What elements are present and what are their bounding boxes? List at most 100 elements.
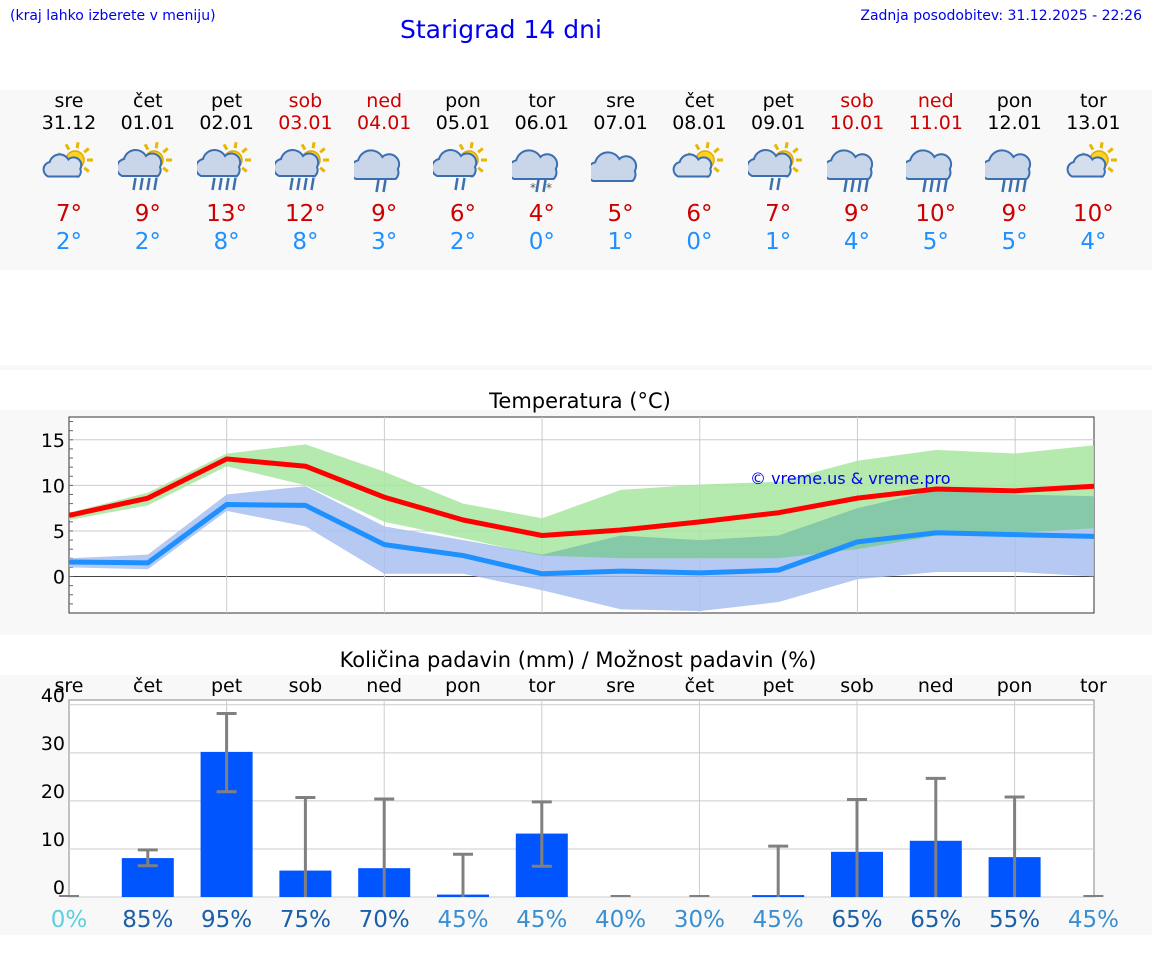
precipitation-probability: 45%	[516, 907, 567, 933]
precipitation-probability: 30%	[674, 907, 725, 933]
precipitation-chart-title: Količina padavin (mm) / Možnost padavin …	[340, 648, 817, 672]
precipitation-probability: 45%	[437, 907, 488, 933]
sun-cloud-icon	[42, 142, 93, 178]
day-name: sob	[840, 90, 874, 112]
category-label: pet	[211, 675, 242, 697]
min-temperature: 8°	[292, 229, 319, 255]
max-temperature: 6°	[449, 201, 477, 227]
chart-mark	[231, 177, 237, 191]
chart-mark	[382, 179, 387, 193]
max-temperature: 6°	[686, 201, 713, 227]
day-date: 07.01	[593, 112, 648, 134]
cloud-rain-icon	[905, 149, 952, 193]
chart-mark	[748, 149, 793, 177]
category-label: pon	[445, 675, 481, 697]
precipitation-probability: 95%	[201, 907, 252, 933]
day-date: 02.01	[199, 112, 254, 134]
chart-mark	[922, 179, 927, 193]
chart-mark	[162, 147, 169, 154]
day-name: pon	[996, 90, 1033, 112]
chart-mark	[240, 166, 248, 173]
precipitation-probability: 70%	[359, 907, 410, 933]
copyright-watermark: © vreme.us & vreme.pro	[750, 469, 951, 488]
min-temperature: 5°	[922, 229, 949, 255]
day-name: sre	[606, 90, 636, 112]
forecast-day: sre 31.12 7° 2°	[30, 90, 109, 256]
page-title: Starigrad 14 dni	[400, 15, 602, 44]
max-temperature: 5°	[607, 201, 634, 227]
day-name: pet	[762, 90, 794, 112]
sun-cloud-rain-icon	[275, 142, 330, 191]
chart-mark	[83, 147, 90, 154]
chart-mark	[477, 166, 484, 173]
chart-mark	[162, 166, 169, 173]
chart-mark	[850, 179, 855, 193]
chart-mark	[936, 179, 941, 193]
forecast-day: tor 13.01 10° 4°	[1054, 90, 1133, 256]
chart-mark	[319, 147, 327, 154]
day-name: sre	[54, 90, 84, 112]
day-date: 10.01	[829, 112, 885, 134]
chart-mark	[1107, 166, 1115, 173]
sun-cloud-rain-icon	[117, 142, 172, 191]
category-label: ned	[918, 675, 954, 697]
category-label: tor	[528, 675, 555, 697]
chart-mark	[83, 166, 90, 173]
cloud-rain-icon	[827, 149, 874, 193]
category-label: pon	[997, 675, 1033, 697]
y-tick-label: 0	[53, 567, 65, 589]
sun-cloud-icon	[672, 142, 724, 178]
chart-mark	[454, 177, 459, 191]
chart-mark	[146, 177, 151, 191]
chart-mark	[864, 179, 869, 193]
chart-mark	[843, 179, 848, 193]
forecast-day: ned 11.01 10° 5°	[896, 90, 975, 256]
cloud-sleet-icon: * *	[511, 149, 558, 195]
chart-mark	[792, 147, 799, 154]
precipitation-probability: 65%	[910, 907, 961, 933]
chart-mark	[143, 143, 150, 151]
category-label: čet	[133, 675, 163, 697]
min-temperature: 8°	[213, 229, 240, 255]
chart-mark	[1089, 143, 1095, 151]
chart-mark	[535, 179, 540, 193]
precipitation-chart: Količina padavin (mm) / Možnost padavin …	[41, 648, 1119, 933]
min-temperature: 2°	[449, 229, 477, 255]
chart-mark	[217, 177, 223, 191]
day-name: sob	[288, 90, 323, 112]
max-temperature: 9°	[371, 201, 398, 227]
location-menu-hint: (kraj lahko izberete v meniju)	[10, 8, 216, 24]
day-name: čet	[133, 90, 163, 112]
chart-mark	[153, 177, 158, 191]
sun-cloud-light-rain-icon	[748, 142, 803, 191]
chart-mark	[590, 151, 637, 182]
precipitation-probability: 45%	[1068, 907, 1119, 933]
max-temperature: 10°	[915, 201, 957, 227]
day-date: 05.01	[435, 112, 491, 134]
chart-mark	[154, 142, 159, 149]
max-temperature-line	[68, 456, 1095, 539]
forecast-day: ned 04.01 9° 3°	[345, 90, 424, 256]
chart-mark	[511, 149, 558, 180]
day-date: 13.01	[1066, 112, 1121, 134]
min-temperature: 0°	[686, 229, 713, 255]
chart-mark	[929, 179, 934, 193]
max-temperature: 9°	[1001, 201, 1028, 227]
min-temperature: 2°	[55, 229, 83, 255]
chart-mark	[695, 143, 701, 151]
max-temperature: 7°	[55, 201, 83, 227]
chart-mark	[222, 143, 228, 151]
chart-mark	[1021, 179, 1027, 193]
chart-mark	[64, 143, 71, 151]
chart-mark	[301, 143, 307, 151]
forecast-day: sre 07.01 5° 1°	[581, 90, 660, 256]
chart-mark	[1107, 147, 1115, 154]
chart-mark	[1066, 153, 1107, 178]
chart-mark	[1099, 142, 1104, 149]
day-date: 04.01	[356, 112, 412, 134]
min-temperature: 4°	[843, 229, 871, 255]
precipitation-probability: 75%	[280, 907, 331, 933]
max-temperature: 9°	[134, 201, 161, 227]
min-temperature: 0°	[528, 229, 555, 255]
chart-mark	[461, 177, 466, 191]
